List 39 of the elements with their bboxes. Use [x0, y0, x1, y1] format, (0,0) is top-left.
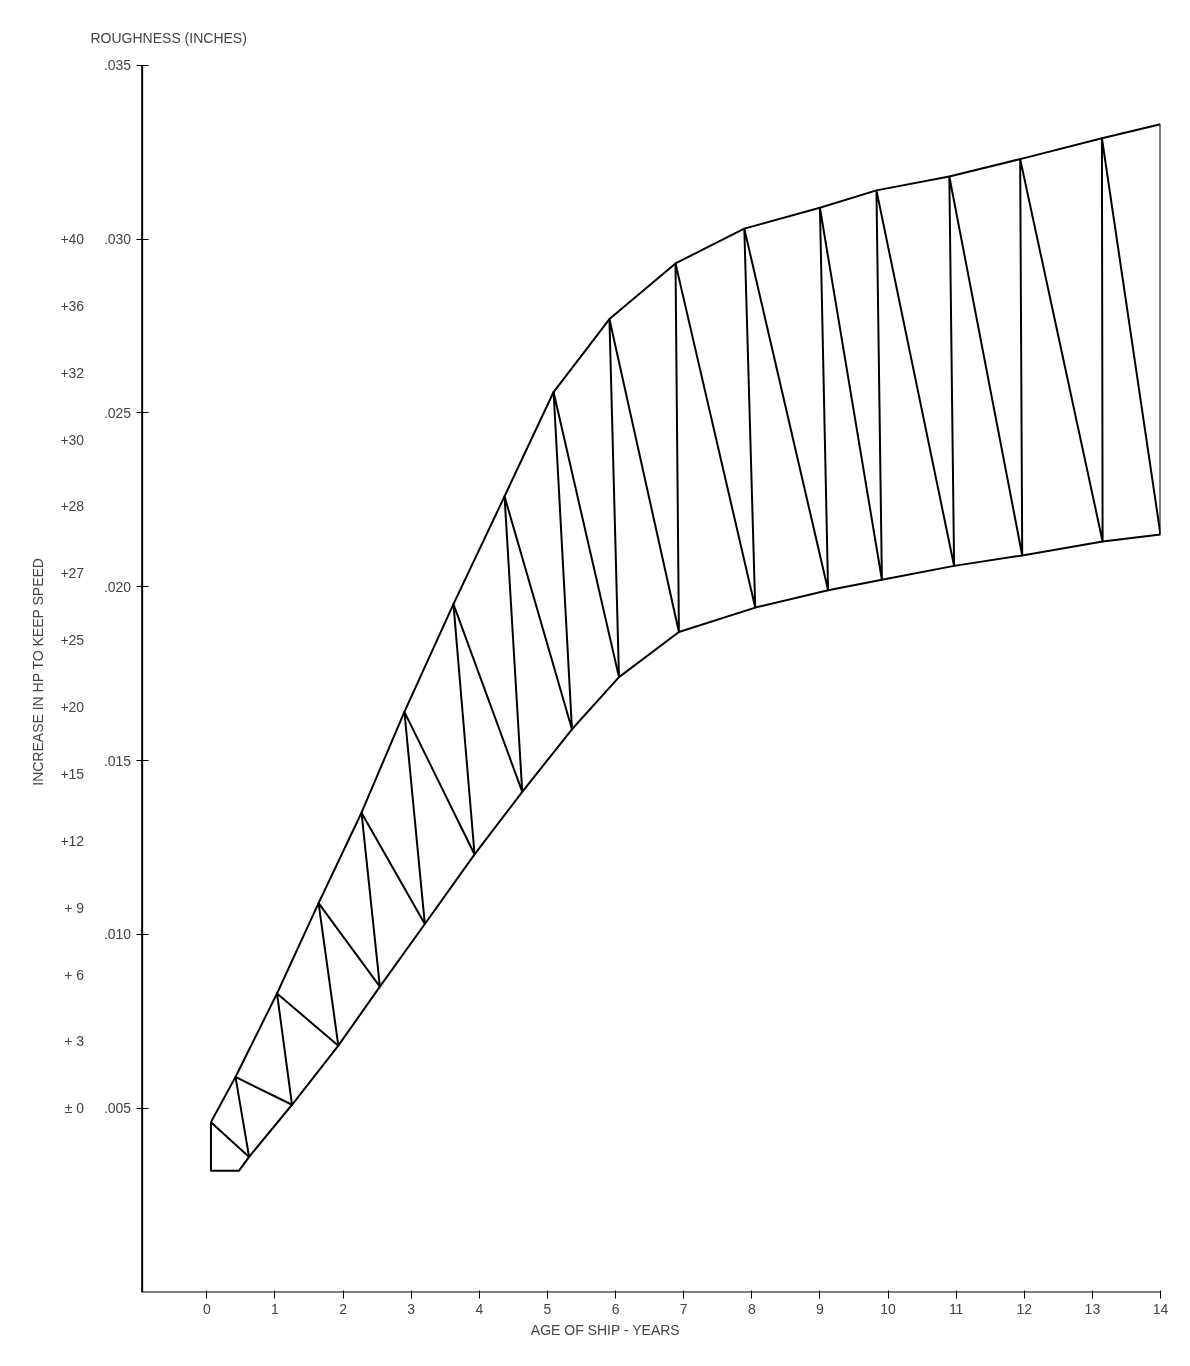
text: + 3 [64, 1033, 85, 1050]
y-tick-label: .035 [103, 57, 132, 74]
x-tick-label: 13 [1084, 1300, 1101, 1317]
text: ± 0 [64, 1100, 85, 1117]
text: +32 [60, 364, 85, 381]
text: +15 [60, 765, 85, 782]
text: + 9 [64, 899, 85, 916]
text: +30 [60, 431, 85, 448]
x-tick-label: 5 [543, 1300, 552, 1317]
text: +27 [60, 565, 85, 582]
x-tick-label: 3 [407, 1300, 416, 1317]
x-tick-label: 4 [475, 1300, 484, 1317]
x-tick-label: 7 [679, 1300, 688, 1317]
y-tick-label: .020 [103, 578, 132, 595]
x-tick-label: 9 [816, 1300, 825, 1317]
text: +20 [60, 699, 85, 716]
x-tick-label: 8 [747, 1300, 756, 1317]
text: + 6 [64, 966, 85, 983]
x-tick-label: 10 [880, 1300, 897, 1317]
y-axis-title: ROUGHNESS (INCHES) [90, 29, 247, 46]
text: +28 [60, 498, 85, 515]
x-tick-label: 12 [1016, 1300, 1033, 1317]
y-tick-label: .005 [103, 1100, 132, 1117]
text: +25 [60, 632, 85, 649]
y2-axis-title: INCREASE IN HP TO KEEP SPEED [29, 558, 46, 786]
y-tick-label: .015 [103, 752, 132, 769]
text: +40 [60, 231, 85, 248]
x-tick-label: 2 [339, 1300, 348, 1317]
x-tick-label: 6 [611, 1300, 620, 1317]
x-tick-label: 11 [948, 1300, 964, 1317]
y-tick-label: .010 [103, 926, 132, 943]
text: +12 [60, 832, 85, 849]
x-tick-label: 0 [202, 1300, 211, 1317]
x-axis-title: AGE OF SHIP - YEARS [530, 1321, 680, 1338]
x-tick-label: 1 [271, 1300, 280, 1317]
x-tick-label: 14 [1152, 1300, 1169, 1317]
y-tick-label: .025 [103, 404, 132, 421]
y-tick-label: .030 [103, 231, 132, 248]
text: +36 [60, 297, 85, 314]
